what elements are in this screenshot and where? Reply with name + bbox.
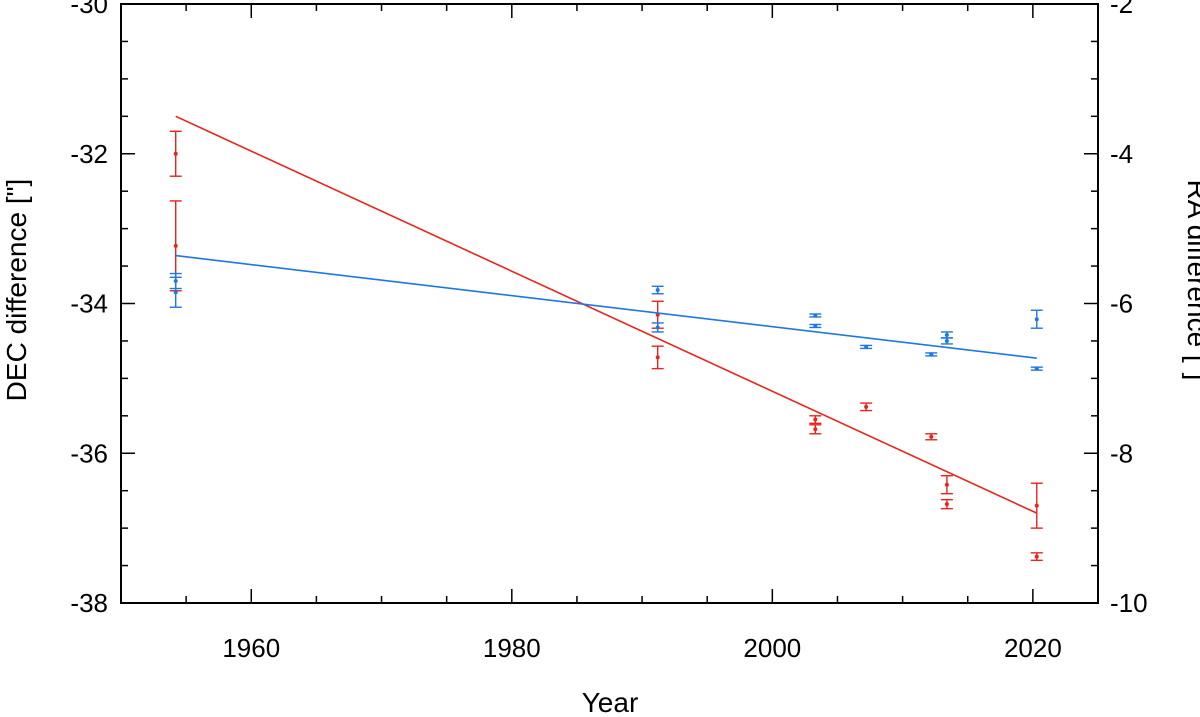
- data-point: [655, 288, 660, 293]
- y-right-tick-label: -8: [1110, 438, 1133, 468]
- data-point: [813, 417, 818, 422]
- data-point: [929, 352, 934, 357]
- data-point: [929, 434, 934, 439]
- series-right: [169, 254, 1043, 371]
- series-layer: [169, 115, 1043, 562]
- y-axis-right-title: RA difference ["]: [1182, 180, 1200, 381]
- data-point: [944, 482, 949, 487]
- series-left: [169, 115, 1043, 562]
- data-point: [173, 151, 178, 156]
- y-left-tick-label: -32: [70, 139, 108, 169]
- y-right-tick-label: -6: [1110, 289, 1133, 319]
- y-right-tick-label: -10: [1110, 588, 1148, 618]
- data-point: [813, 323, 818, 328]
- x-tick-label: 1980: [483, 633, 541, 663]
- data-point: [864, 404, 869, 409]
- data-point: [1034, 503, 1039, 508]
- y-right-tick-label: -2: [1110, 0, 1133, 19]
- data-point: [655, 355, 660, 360]
- y-left-tick-label: -30: [70, 0, 108, 19]
- y-left-tick-label: -34: [70, 289, 108, 319]
- data-point: [1034, 554, 1039, 559]
- data-point: [655, 325, 660, 330]
- data-point: [944, 338, 949, 343]
- data-point: [173, 290, 178, 295]
- y-axis-left-title: DEC difference ["]: [1, 179, 32, 402]
- fit-line-left: [175, 115, 1038, 514]
- data-point: [1034, 317, 1039, 322]
- fit-line-right: [175, 254, 1037, 359]
- data-point: [944, 332, 949, 337]
- x-tick-label: 1960: [222, 633, 280, 663]
- x-tick-label: 2020: [1004, 633, 1062, 663]
- y-left-tick-label: -38: [70, 588, 108, 618]
- data-point: [813, 313, 818, 318]
- plot-frame: [120, 3, 1099, 604]
- data-point: [944, 502, 949, 507]
- tick-labels: 1960 1980 2000 2020 -38 -36 -34 -32 -30 -10 -8 -6 -4…: [70, 0, 1147, 663]
- data-point: [173, 243, 178, 248]
- ticks: [120, 3, 1099, 604]
- y-right-tick-label: -4: [1110, 139, 1133, 169]
- x-axis-title: Year: [582, 687, 639, 717]
- data-point: [813, 427, 818, 432]
- data-point: [864, 344, 869, 349]
- data-point: [1034, 366, 1039, 371]
- x-tick-label: 2000: [743, 633, 801, 663]
- y-left-tick-label: -36: [70, 438, 108, 468]
